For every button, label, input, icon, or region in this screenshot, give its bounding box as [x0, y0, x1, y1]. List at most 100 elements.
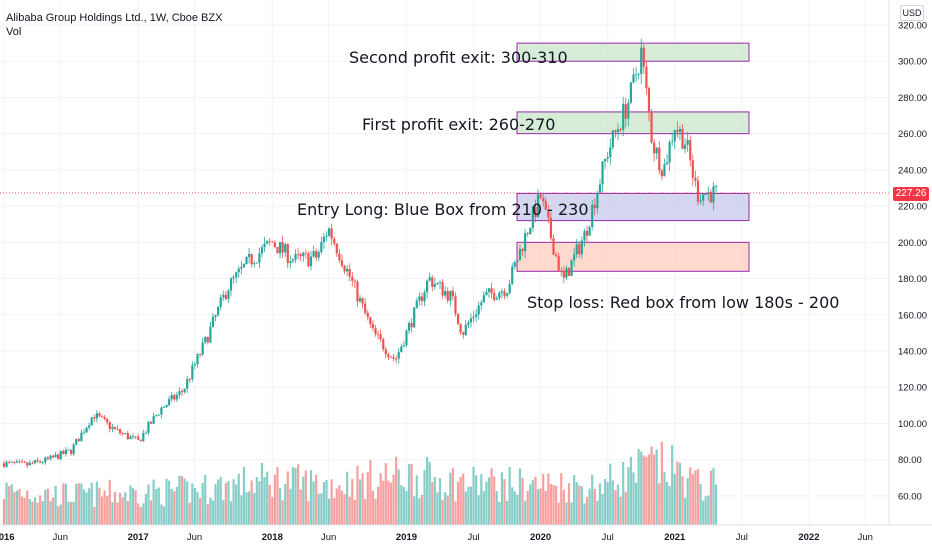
candle-body — [258, 253, 261, 263]
candle-body — [271, 241, 274, 243]
candle-body — [69, 449, 73, 454]
volume-bar — [41, 501, 44, 525]
second-profit-label: Second profit exit: 300-310 — [349, 48, 568, 67]
volume-bar — [511, 487, 514, 525]
candle-body — [560, 271, 563, 272]
zone-box — [516, 111, 750, 135]
candle-body — [570, 260, 573, 277]
volume-bar — [75, 483, 78, 525]
candle-body — [508, 283, 511, 294]
volume-bar — [565, 502, 568, 525]
candle-body — [64, 449, 68, 455]
candle-body — [449, 290, 452, 301]
candle-body — [317, 252, 320, 258]
candle-body — [214, 315, 217, 317]
candle-body — [619, 129, 622, 131]
volume-bar — [191, 483, 194, 525]
candle-body — [376, 334, 380, 336]
candle-body — [614, 130, 617, 133]
volume-bar — [139, 507, 142, 525]
volume-bar — [121, 497, 124, 525]
time-tick-label: Jul — [467, 532, 479, 543]
candle-body — [655, 147, 658, 154]
price-axis[interactable]: 320.00 300.00 280.00 260.00 240.00 220.00 200.… — [888, 0, 932, 525]
volume-bar — [387, 480, 390, 525]
candle-body — [183, 388, 186, 393]
volume-bar — [276, 467, 279, 525]
candle-body — [423, 292, 426, 302]
volume-bar — [155, 488, 158, 525]
candle-body — [237, 268, 240, 273]
volume-bar — [160, 504, 163, 525]
candle-body — [490, 288, 493, 294]
candle-body — [126, 433, 129, 440]
zone-box — [516, 42, 750, 62]
volume-bar — [255, 476, 258, 525]
candle-body — [41, 462, 44, 464]
candle-body — [338, 253, 341, 261]
volume-bar — [144, 493, 147, 525]
volume-bar — [456, 481, 460, 525]
volume-bar — [106, 495, 109, 525]
candle-body — [459, 324, 462, 333]
candle-body — [524, 233, 527, 252]
symbol-title: Alibaba Group Holdings Ltd., 1W, Cboe BZ… — [6, 12, 223, 24]
currency-button[interactable]: USD — [900, 5, 924, 21]
volume-bar — [637, 448, 640, 525]
candle-body — [456, 313, 460, 325]
time-tick-label: Jul — [602, 532, 614, 543]
candle-body — [557, 256, 560, 272]
candle-body — [493, 293, 496, 300]
candle-body — [286, 244, 289, 264]
volume-bar — [696, 469, 700, 525]
candle-body — [20, 461, 24, 463]
candle-body — [242, 264, 246, 268]
candle-body — [356, 281, 359, 302]
volume-bar — [480, 474, 483, 525]
candle-body — [585, 230, 589, 236]
volume-bar — [516, 494, 519, 525]
candle-body — [137, 436, 140, 440]
candle-body — [217, 306, 220, 316]
volume-bar — [526, 490, 529, 525]
candle-body — [160, 407, 163, 415]
candle-body — [131, 436, 135, 438]
candle-body — [278, 242, 282, 254]
volume-bar — [343, 494, 346, 525]
volume-bar — [694, 470, 697, 525]
candle-body — [400, 346, 403, 353]
candle-body — [487, 288, 491, 292]
volume-legend-label: Vol — [6, 26, 22, 38]
candle-body — [57, 454, 60, 459]
candle-body — [469, 318, 473, 323]
candle-body — [340, 260, 344, 266]
candle-body — [44, 457, 47, 463]
volume-bar — [129, 485, 132, 525]
volume-bar — [462, 473, 465, 525]
candle-body — [325, 235, 328, 237]
candle-body — [678, 128, 682, 132]
candle-body — [312, 251, 315, 257]
grid-lines — [0, 0, 889, 525]
time-axis[interactable]: 2016 Jun 2017 Jun 2018 Jun 2019 Jul 2020 Jul 2021 J… — [0, 524, 932, 550]
volume-bar — [438, 478, 442, 525]
candle-body — [658, 147, 661, 171]
volume-bar — [353, 499, 356, 525]
candle-body — [5, 461, 8, 467]
volume-bar — [80, 483, 83, 525]
candle-body — [245, 256, 248, 265]
volume-bar — [224, 483, 227, 525]
candle-body — [699, 200, 702, 202]
candle-body — [562, 271, 565, 278]
candle-body — [170, 395, 173, 400]
volume-bar — [95, 481, 98, 525]
volume-bar — [632, 472, 635, 525]
volume-bar — [676, 461, 679, 525]
candle-body — [410, 322, 413, 328]
volume-bar — [346, 471, 349, 525]
candle-body — [642, 47, 645, 67]
candle-body — [229, 278, 233, 291]
candle-body — [704, 194, 707, 196]
